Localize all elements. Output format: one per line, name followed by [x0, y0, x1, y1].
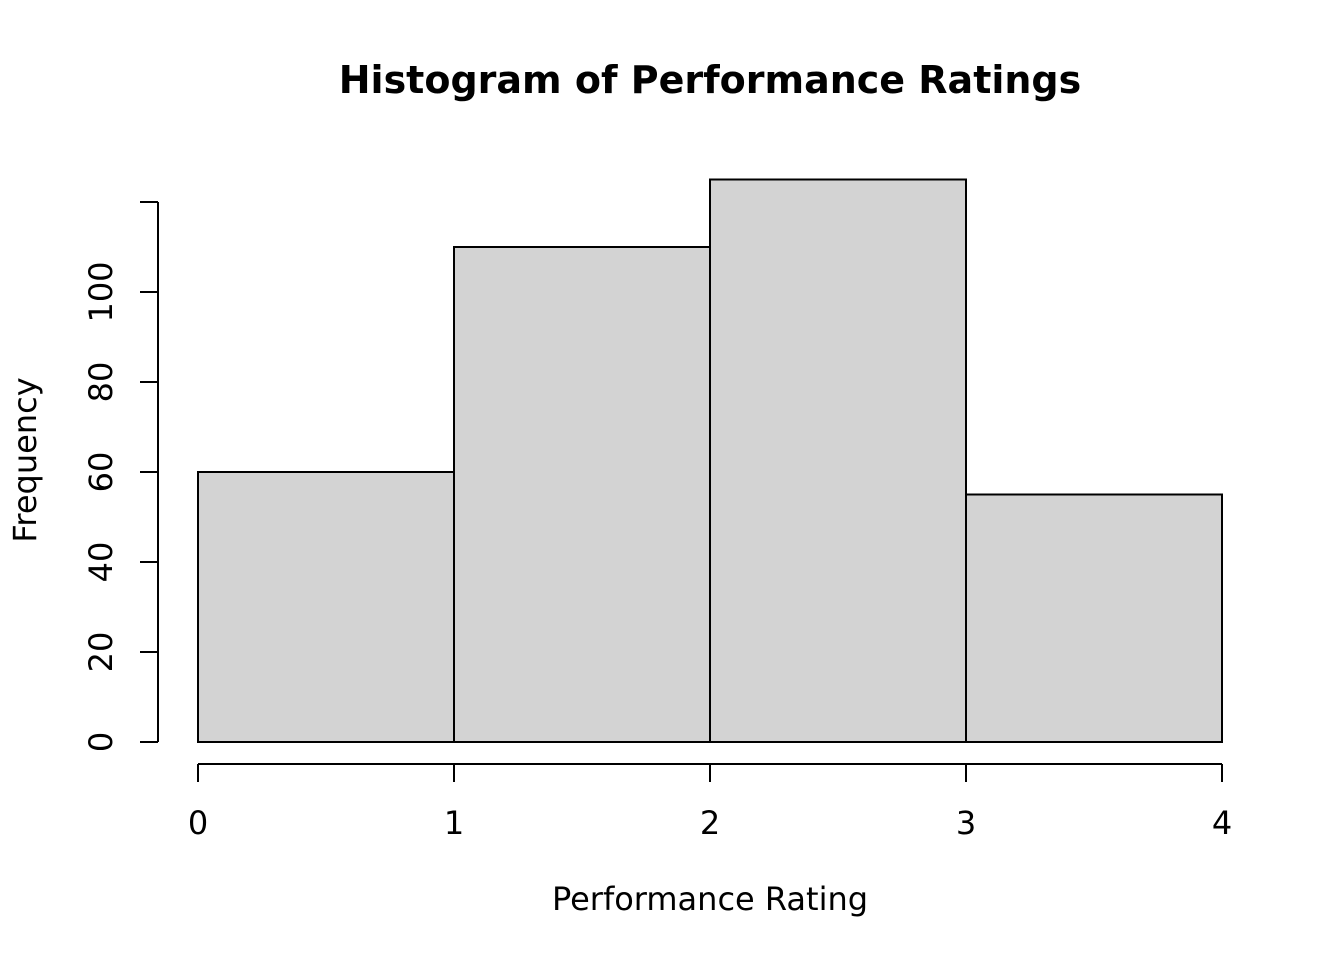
histogram-bar-0 [197, 471, 455, 743]
x-axis: 0 1 2 3 4 [188, 763, 1232, 842]
bars-group [197, 178, 1223, 743]
histogram-bar-3 [965, 493, 1223, 743]
y-tick-label-2: 40 [82, 542, 120, 583]
x-tick-label-4: 4 [1212, 804, 1232, 842]
y-tick-label-5: 100 [82, 261, 120, 322]
x-tick-label-1: 1 [444, 804, 464, 842]
x-tick-label-2: 2 [700, 804, 720, 842]
histogram-bar-1 [453, 246, 711, 743]
chart-title: Histogram of Performance Ratings [339, 58, 1082, 102]
x-tick-label-0: 0 [188, 804, 208, 842]
y-tick-label-0: 0 [82, 732, 120, 752]
histogram-bar-2 [709, 178, 967, 743]
x-tick-label-3: 3 [956, 804, 976, 842]
y-axis: 0 20 40 60 80 100 [82, 201, 159, 752]
x-axis-label: Performance Rating [552, 880, 868, 918]
y-tick-label-4: 80 [82, 362, 120, 403]
y-tick-label-1: 20 [82, 632, 120, 673]
y-axis-label: Frequency [6, 377, 44, 542]
y-tick-label-3: 60 [82, 452, 120, 493]
